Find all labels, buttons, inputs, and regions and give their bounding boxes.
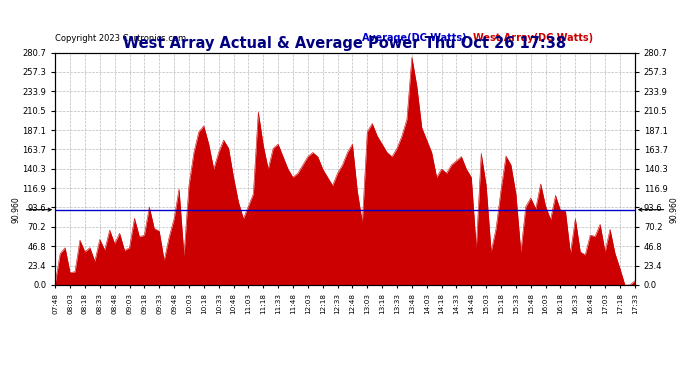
Text: 90.960: 90.960 <box>12 196 51 223</box>
Text: Copyright 2023 Cartronics.com: Copyright 2023 Cartronics.com <box>55 34 186 43</box>
Text: 90.960: 90.960 <box>639 196 678 223</box>
Title: West Array Actual & Average Power Thu Oct 26 17:38: West Array Actual & Average Power Thu Oc… <box>124 36 566 51</box>
Text: West Array(DC Watts): West Array(DC Watts) <box>473 33 593 43</box>
Text: Average(DC Watts): Average(DC Watts) <box>362 33 467 43</box>
